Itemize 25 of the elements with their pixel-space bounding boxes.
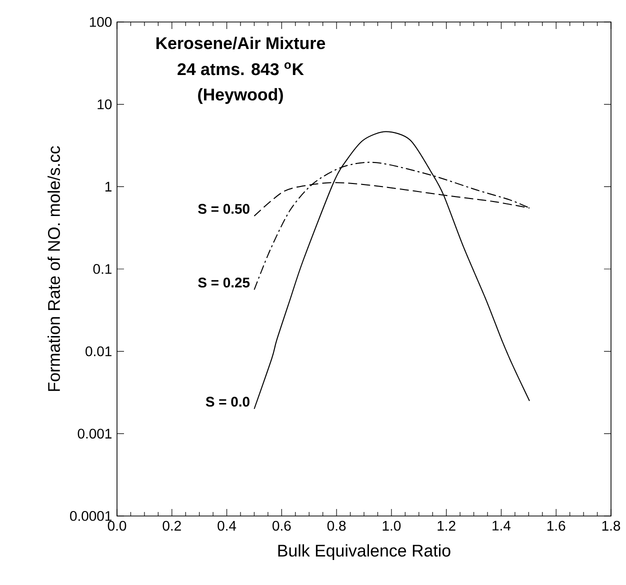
x-tick-label: 1.8 — [602, 520, 620, 531]
x-tick-label: 0.6 — [272, 520, 291, 531]
y-tick-label: 0.001 — [78, 428, 112, 439]
y-axis-title: Formation Rate of NO. mole/s.cc — [48, 146, 60, 391]
y-tick-label: 10 — [98, 99, 112, 110]
annotation: 24 atms. 843 $^{o}$K — [178, 62, 304, 76]
x-tick-label: 1.6 — [547, 520, 566, 531]
annotation: (Heywood) — [198, 88, 283, 104]
x-tick-label: 1.0 — [382, 520, 401, 531]
y-tick-label: 100 — [90, 17, 112, 27]
y-tick-label: 0.1 — [93, 264, 112, 274]
y-tick-label: 1 — [105, 182, 112, 192]
y-tick-label: 0.0001 — [70, 511, 112, 521]
y-tick-label: 0.01 — [86, 346, 112, 356]
x-axis-title: Bulk Equivalence Ratio — [278, 544, 450, 560]
x-tick-label: 0.0 — [108, 520, 126, 531]
x-tick-label: 1.2 — [438, 520, 456, 531]
x-tick-label: 0.8 — [327, 520, 346, 531]
x-tick-label: 0.4 — [218, 520, 236, 531]
series-label: S = 0.0 — [206, 396, 250, 407]
x-tick-label: 0.2 — [162, 520, 181, 531]
series-label: S = 0.50 — [198, 204, 250, 214]
series-label: S = 0.25 — [198, 278, 250, 288]
annotation: Kerosene/Air Mixture — [156, 36, 326, 50]
x-tick-label: 1.4 — [492, 520, 511, 530]
